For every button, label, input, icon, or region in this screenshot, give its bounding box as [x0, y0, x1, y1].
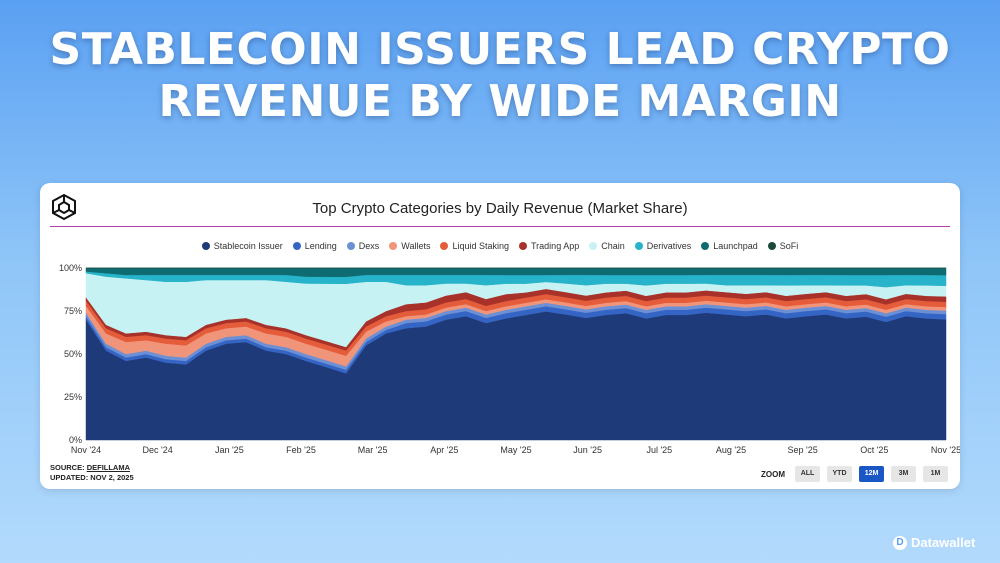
brand-footer: D Datawallet — [893, 535, 975, 550]
zoom-12m-button[interactable]: 12M — [859, 466, 884, 482]
legend-dot — [519, 242, 528, 250]
legend-item[interactable]: Dexs — [346, 241, 380, 251]
title-divider — [50, 226, 950, 227]
y-tick-label: 100% — [59, 263, 82, 273]
chart-card: Top Crypto Categories by Daily Revenue (… — [40, 183, 960, 489]
datawallet-logo-icon: D — [893, 535, 907, 550]
legend-dot — [346, 242, 355, 250]
x-tick-label: May '25 — [500, 445, 531, 455]
legend-label: Wallets — [401, 241, 431, 251]
legend-label: SoFi — [779, 241, 799, 251]
legend-label: Derivatives — [646, 241, 692, 251]
x-tick-label: Feb '25 — [286, 445, 316, 455]
legend-dot — [389, 242, 398, 250]
x-tick-label: Dec '24 — [143, 445, 173, 455]
chart-title: Top Crypto Categories by Daily Revenue (… — [312, 200, 688, 217]
legend-dot — [440, 242, 449, 250]
chart-areas — [85, 267, 947, 441]
legend-dot — [292, 242, 301, 250]
stacked-area-chart: 0% 25% 50% 75% 100% Nov '24 Dec '24 Jan '25 Feb… — [59, 263, 960, 455]
zoom-label: ZOOM — [761, 469, 785, 479]
source-link[interactable]: DEFILLAMA — [86, 463, 131, 472]
brand-name: Datawallet — [911, 535, 976, 550]
legend-item[interactable]: SoFi — [767, 241, 799, 251]
legend-label: Stablecoin Issuer — [213, 241, 283, 251]
y-tick-label: 0% — [69, 435, 82, 445]
headline-line-2: REVENUE BY WIDE MARGIN — [158, 76, 842, 127]
updated-date: UPDATED: NOV 2, 2025 — [50, 473, 134, 482]
the-block-logo-icon — [52, 193, 76, 221]
legend-item[interactable]: Trading App — [519, 241, 579, 251]
x-tick-label: Jun '25 — [573, 445, 602, 455]
zoom-ytd-button[interactable]: YTD — [827, 466, 852, 482]
y-axis-ticks: 0% 25% 50% 75% 100% — [59, 263, 82, 445]
x-tick-label: Nov '24 — [71, 445, 101, 455]
legend-dot — [201, 242, 210, 250]
legend-item[interactable]: Derivatives — [634, 241, 692, 251]
y-tick-label: 25% — [64, 392, 82, 402]
source-block: SOURCE: DEFILLAMA UPDATED: NOV 2, 2025 — [50, 463, 134, 483]
zoom-controls: ZOOM ALL YTD 12M 3M 1M — [761, 466, 948, 482]
x-tick-label: Oct '25 — [860, 445, 888, 455]
source-label: SOURCE: — [50, 463, 85, 472]
x-tick-label: Jan '25 — [215, 445, 244, 455]
legend-dot — [767, 242, 776, 250]
legend-dot — [701, 242, 710, 250]
x-tick-label: Nov '25 — [931, 445, 960, 455]
x-tick-label: Jul '25 — [646, 445, 672, 455]
x-tick-label: Apr '25 — [430, 445, 458, 455]
headline: STABLECOIN ISSUERS LEAD CRYPTO REVENUE B… — [0, 24, 1000, 128]
legend-label: Lending — [304, 241, 337, 251]
legend-item[interactable]: Stablecoin Issuer — [201, 241, 283, 251]
legend-label: Trading App — [531, 241, 580, 251]
zoom-3m-button[interactable]: 3M — [891, 466, 916, 482]
legend-label: Dexs — [358, 241, 380, 251]
legend-item[interactable]: Launchpad — [701, 241, 758, 251]
legend-item[interactable]: Lending — [292, 241, 337, 251]
x-tick-label: Mar '25 — [358, 445, 388, 455]
legend-item[interactable]: Wallets — [389, 241, 430, 251]
x-axis-ticks: Nov '24 Dec '24 Jan '25 Feb '25 Mar '25 Apr '… — [71, 445, 960, 455]
legend-label: Launchpad — [713, 241, 758, 251]
legend-label: Liquid Staking — [452, 241, 510, 251]
legend-item[interactable]: Liquid Staking — [440, 241, 509, 251]
zoom-1m-button[interactable]: 1M — [923, 466, 948, 482]
legend-item[interactable]: Chain — [589, 241, 625, 251]
x-tick-label: Sep '25 — [788, 445, 818, 455]
y-tick-label: 75% — [64, 306, 82, 316]
legend-label: Chain — [601, 241, 625, 251]
zoom-all-button[interactable]: ALL — [795, 466, 820, 482]
headline-line-1: STABLECOIN ISSUERS LEAD CRYPTO — [49, 24, 951, 75]
legend-dot — [634, 242, 643, 250]
chart-legend: Stablecoin Issuer Lending Dexs Wallets Liqui… — [40, 241, 960, 251]
x-tick-label: Aug '25 — [716, 445, 746, 455]
legend-dot — [589, 242, 598, 250]
y-tick-label: 50% — [64, 349, 82, 359]
